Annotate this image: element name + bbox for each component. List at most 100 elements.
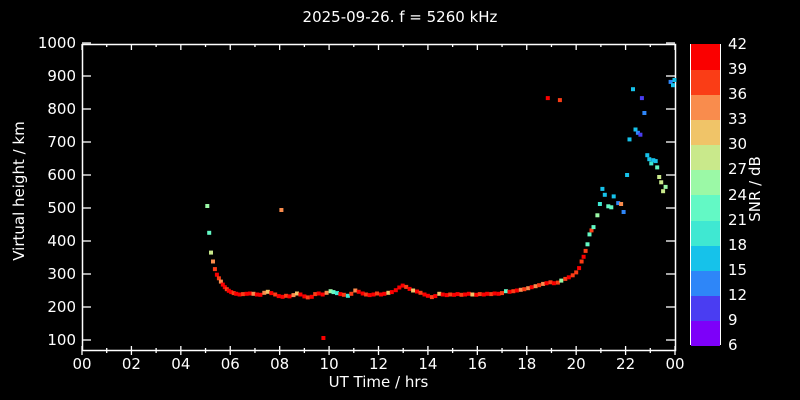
data-point xyxy=(276,294,281,299)
data-point xyxy=(589,228,594,233)
data-point xyxy=(360,291,365,296)
colorbar-segment xyxy=(691,169,720,196)
data-point xyxy=(602,192,607,197)
data-point xyxy=(251,291,256,296)
data-point xyxy=(302,294,307,299)
data-point xyxy=(657,175,662,179)
colorbar-tick-label: 18 xyxy=(728,235,748,254)
data-point xyxy=(364,292,369,297)
x-tick-label: 14 xyxy=(418,355,438,373)
y-tick-label: 600 xyxy=(47,166,76,184)
data-point xyxy=(522,287,527,292)
data-point xyxy=(425,293,430,298)
y-tick-label: 900 xyxy=(47,67,76,85)
data-point xyxy=(262,290,267,295)
data-point xyxy=(655,165,660,170)
data-point xyxy=(518,287,523,292)
colorbar-tick-label: 15 xyxy=(728,260,748,279)
x-tick-label: 20 xyxy=(566,355,586,373)
chart-title: 2025-09-26. f = 5260 kHz xyxy=(302,8,498,26)
data-point xyxy=(496,291,501,296)
y-tick-label: 800 xyxy=(47,100,76,118)
data-point xyxy=(621,210,626,214)
data-point xyxy=(244,291,249,296)
data-point xyxy=(389,290,394,295)
data-point xyxy=(606,204,611,209)
data-point xyxy=(563,276,568,281)
data-point xyxy=(639,96,644,101)
data-point xyxy=(341,292,346,297)
data-point xyxy=(583,248,588,253)
x-tick-label: 08 xyxy=(270,355,290,373)
x-tick-label: 02 xyxy=(121,355,141,373)
data-point xyxy=(570,273,575,278)
data-point xyxy=(367,293,372,298)
plot-border xyxy=(81,43,677,352)
data-point xyxy=(474,292,479,297)
data-point xyxy=(397,285,402,290)
data-point xyxy=(591,225,596,230)
colorbar-segment xyxy=(691,119,720,146)
data-point xyxy=(481,292,486,297)
data-point xyxy=(415,289,419,294)
data-point xyxy=(504,289,508,294)
data-point xyxy=(455,292,460,297)
data-point xyxy=(316,291,321,296)
x-tick-label: 06 xyxy=(220,355,240,373)
data-point xyxy=(619,202,624,206)
y-tick-label: 1000 xyxy=(37,34,76,52)
data-point xyxy=(265,289,270,294)
colorbar-tick-label: 6 xyxy=(728,336,738,354)
x-tick-label: 10 xyxy=(319,355,339,373)
colorbar-tick-label: 39 xyxy=(728,60,748,79)
data-point xyxy=(422,292,427,297)
data-point xyxy=(437,291,442,296)
data-point xyxy=(551,281,556,286)
data-point xyxy=(577,266,582,271)
colorbar-segment xyxy=(691,269,720,296)
data-point xyxy=(459,292,464,297)
data-point xyxy=(220,282,225,287)
data-point xyxy=(309,294,314,299)
data-point xyxy=(379,292,383,297)
data-point xyxy=(313,292,318,297)
data-point xyxy=(440,292,445,297)
x-tick-label: 00 xyxy=(665,355,685,373)
colorbar-tick-label: 27 xyxy=(728,160,748,179)
data-point xyxy=(659,180,664,185)
colorbar xyxy=(690,44,721,346)
data-point xyxy=(466,291,471,296)
data-point xyxy=(279,208,284,212)
data-point xyxy=(400,283,405,288)
data-point xyxy=(645,153,650,158)
data-point xyxy=(579,259,584,264)
data-point xyxy=(574,270,579,275)
data-point xyxy=(557,98,562,103)
data-point xyxy=(234,291,239,296)
y-tick-label: 200 xyxy=(47,298,76,316)
colorbar-tick-label: 30 xyxy=(728,135,748,154)
data-point xyxy=(585,242,590,247)
data-point xyxy=(627,137,632,142)
data-point xyxy=(485,291,490,296)
data-point xyxy=(280,294,285,299)
colorbar-segment xyxy=(691,244,720,271)
data-point xyxy=(331,290,336,295)
x-tick-label: 04 xyxy=(171,355,191,373)
data-point xyxy=(448,292,453,297)
data-point xyxy=(625,173,630,177)
data-point xyxy=(514,288,519,293)
y-tick-label: 500 xyxy=(47,199,76,217)
data-point xyxy=(237,292,242,297)
data-point xyxy=(470,292,475,297)
data-point xyxy=(647,157,652,162)
colorbar-segment xyxy=(691,144,720,171)
data-point xyxy=(226,288,231,293)
data-point xyxy=(209,250,213,255)
data-point xyxy=(212,267,217,272)
y-tick-label: 700 xyxy=(47,133,76,151)
data-point xyxy=(500,291,504,296)
x-axis-label: UT Time / hrs xyxy=(328,373,429,391)
data-point xyxy=(375,291,379,296)
